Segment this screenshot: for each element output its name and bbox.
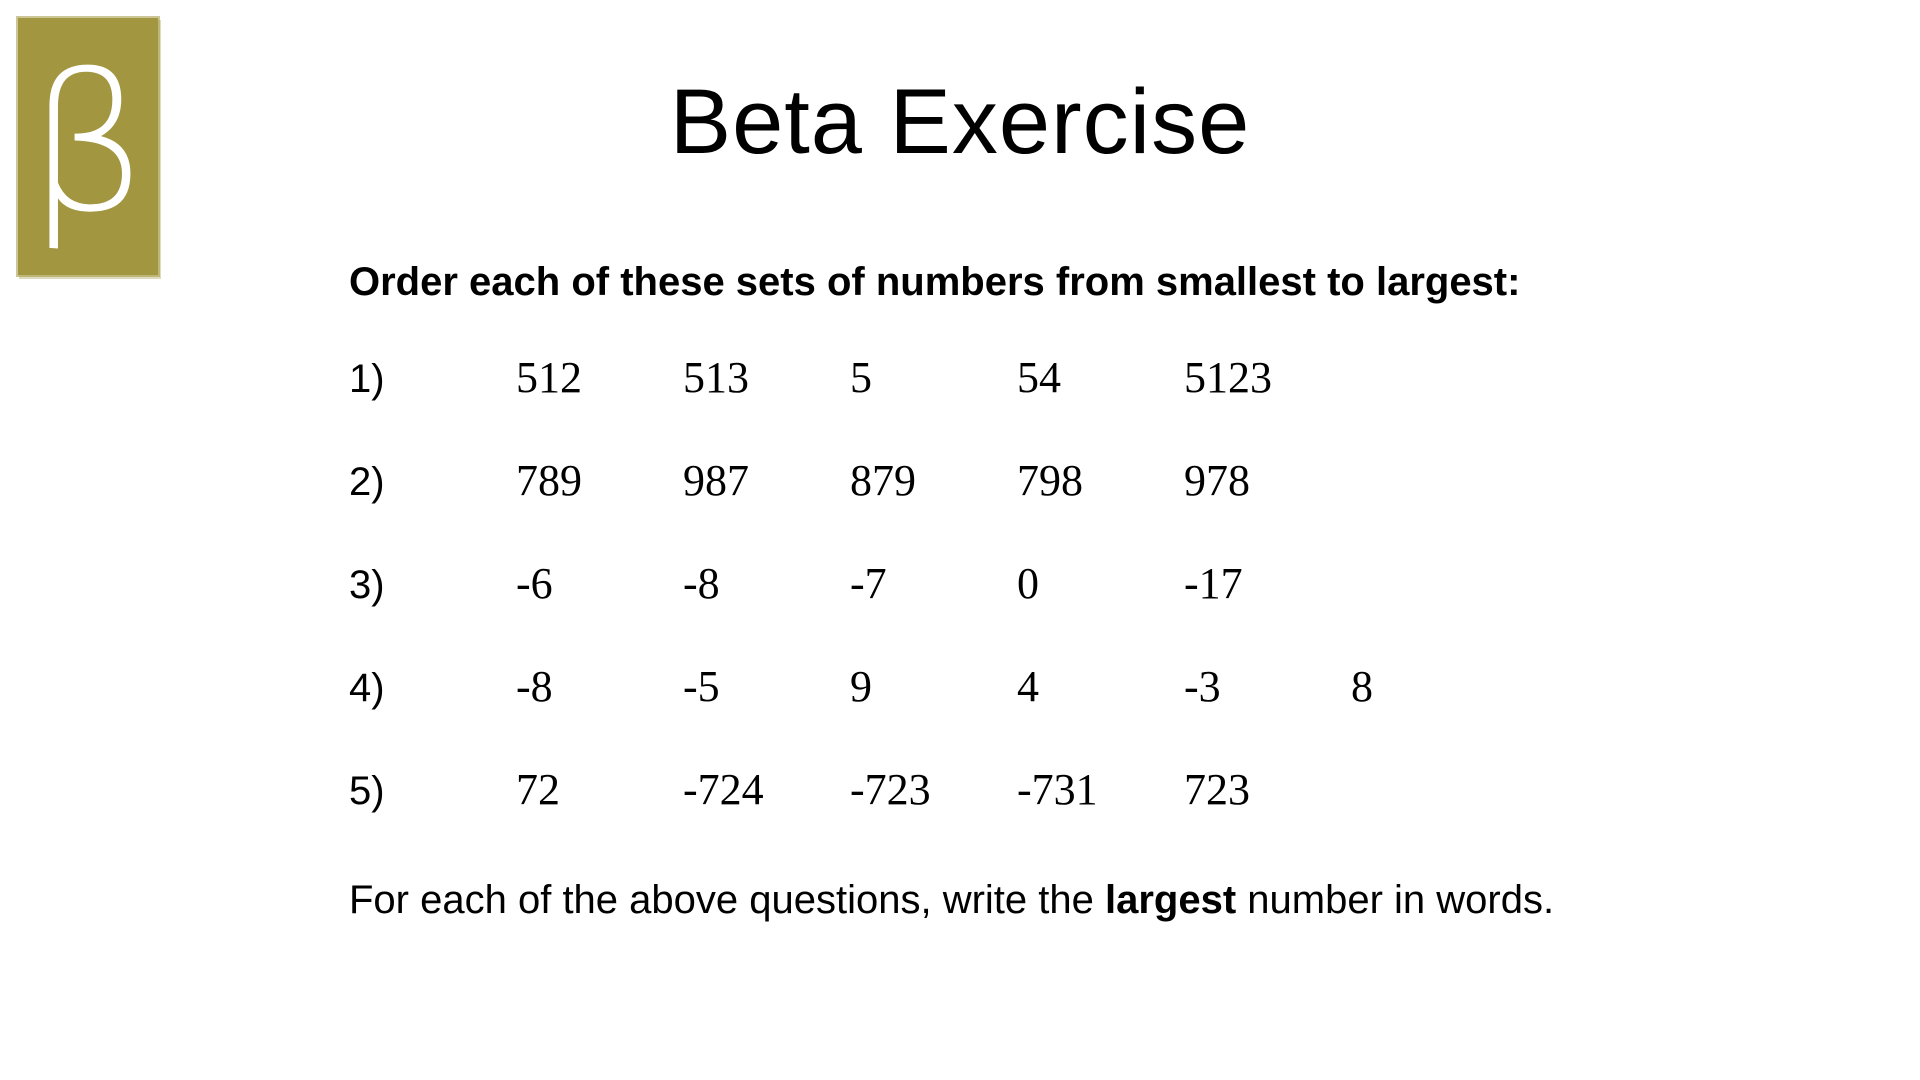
question-number: 72: [516, 765, 560, 814]
question-number: 978: [1184, 456, 1250, 505]
question-label: 3): [349, 563, 385, 607]
question-number: -5: [683, 662, 720, 711]
question-number: 8: [1351, 662, 1373, 711]
question-label: 2): [349, 460, 385, 504]
question-number: 879: [850, 456, 916, 505]
footer-text-start: For each of the above questions, write t…: [349, 878, 1105, 922]
question-label: 4): [349, 666, 385, 710]
question-number: 54: [1017, 353, 1061, 402]
page-title: Beta Exercise: [669, 71, 1251, 173]
question-number: -8: [516, 662, 553, 711]
beta-symbol: β: [27, 32, 149, 254]
question-row-3: 3) -6 -8 -7 0 -17: [349, 558, 1649, 661]
instruction-text: Order each of these sets of numbers from…: [349, 260, 1521, 304]
question-number: -731: [1017, 765, 1098, 814]
footer-emphasis: largest: [1105, 878, 1237, 922]
question-row-4: 4) -8 -5 9 4 -3 8: [349, 661, 1649, 764]
question-number: 789: [516, 456, 582, 505]
question-number: 512: [516, 353, 582, 402]
question-row-5: 5) 72 -724 -723 -731 723: [349, 764, 1649, 867]
question-number: 4: [1017, 662, 1039, 711]
question-number: -723: [850, 765, 931, 814]
footer-text-end: number in words.: [1236, 878, 1555, 922]
question-number: 9: [850, 662, 872, 711]
question-list: 1) 512 513 5 54 5123 2) 789 987 879 798 …: [349, 352, 1649, 867]
question-number: 5: [850, 353, 872, 402]
question-number: 0: [1017, 559, 1039, 608]
question-number: 513: [683, 353, 749, 402]
footer-instruction: For each of the above questions, write t…: [349, 876, 1554, 924]
question-number: -7: [850, 559, 887, 608]
question-label: 5): [349, 769, 385, 813]
question-number: -724: [683, 765, 764, 814]
question-row-1: 1) 512 513 5 54 5123: [349, 352, 1649, 455]
question-number: 723: [1184, 765, 1250, 814]
question-label: 1): [349, 357, 385, 401]
beta-logo: β: [18, 18, 158, 275]
question-number: -17: [1184, 559, 1243, 608]
question-number: 798: [1017, 456, 1083, 505]
question-number: 5123: [1184, 353, 1272, 402]
question-row-2: 2) 789 987 879 798 978: [349, 455, 1649, 558]
question-number: 987: [683, 456, 749, 505]
question-number: -3: [1184, 662, 1221, 711]
question-number: -6: [516, 559, 553, 608]
question-number: -8: [683, 559, 720, 608]
